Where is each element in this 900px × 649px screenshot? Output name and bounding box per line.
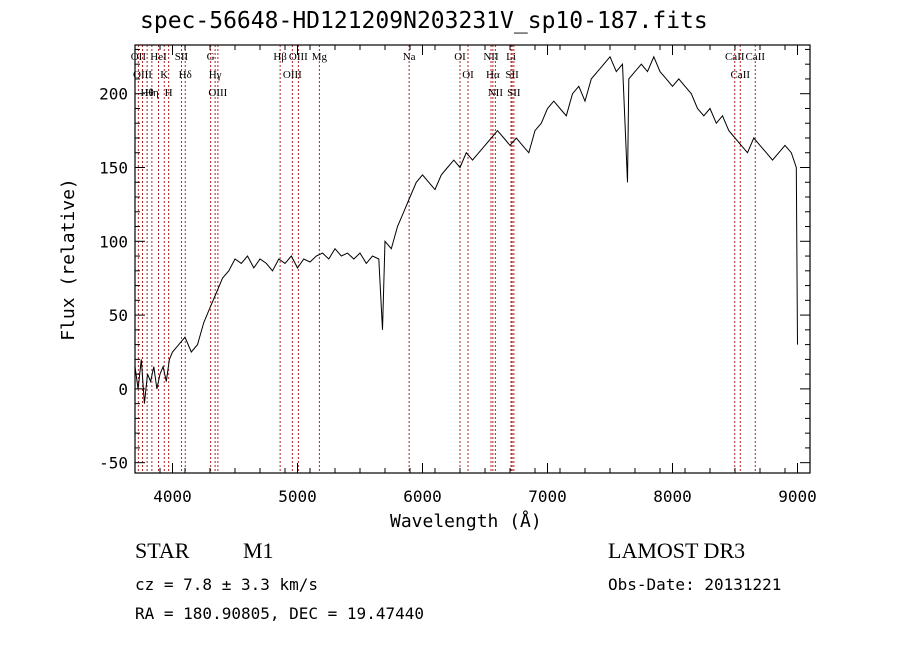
line-marker-label: K — [160, 69, 168, 81]
line-marker-label: Mg — [312, 51, 328, 63]
redshift-cz: cz = 7.8 ± 3.3 km/s — [135, 575, 319, 594]
line-marker-label: OI — [462, 69, 474, 81]
line-marker-label: Hγ — [209, 69, 222, 81]
y-tick-label: 0 — [118, 380, 128, 399]
line-marker-label: Hβ — [273, 51, 287, 63]
object-subclass: M1 — [243, 538, 274, 563]
line-marker-label: OIII — [208, 87, 227, 99]
y-tick-label: 100 — [99, 232, 128, 251]
line-marker-label: OII — [131, 51, 147, 63]
line-marker-label: Na — [403, 51, 416, 63]
line-marker-label: Hα — [486, 69, 500, 81]
line-marker-label: SII — [507, 87, 521, 99]
plot-frame — [134, 44, 811, 474]
line-marker-label: CaII — [730, 69, 750, 81]
x-tick-label: 8000 — [653, 487, 692, 506]
spectrum-line — [134, 55, 798, 404]
line-marker-label: CaII — [745, 51, 765, 63]
chart-title: spec-56648-HD121209N203231V_sp10-187.fit… — [140, 8, 708, 34]
ra-dec-coordinates: RA = 180.90805, DEC = 19.47440 — [135, 604, 424, 623]
line-markers — [137, 45, 756, 473]
line-marker-label: Hθ — [141, 87, 154, 99]
object-class: STAR — [135, 538, 190, 563]
axes: 4000 5000 6000 7000 8000 9000 -50 0 50 100 150 200 — [99, 45, 817, 506]
line-marker-label: HeI — [150, 51, 167, 63]
line-marker-label: H — [165, 87, 173, 99]
y-tick-label: 200 — [99, 85, 128, 104]
line-marker-label: OIII — [289, 51, 308, 63]
y-tick-label: -50 — [99, 454, 128, 473]
x-tick-label: 4000 — [153, 487, 192, 506]
y-axis-label: Flux (relative) — [57, 178, 79, 341]
x-tick-label: 9000 — [778, 487, 817, 506]
line-marker-label: Hδ — [179, 69, 192, 81]
line-marker-label: NII — [488, 87, 504, 99]
line-marker-label: OIII — [283, 69, 302, 81]
survey-name: LAMOST DR3 — [608, 538, 746, 563]
y-tick-label: 150 — [99, 158, 128, 177]
y-tick-label: 50 — [109, 306, 128, 325]
line-marker-label: NII — [483, 51, 499, 63]
line-marker-label: G — [207, 51, 215, 63]
line-marker-label: OI — [454, 51, 466, 63]
observation-date: Obs-Date: 20131221 — [608, 575, 782, 594]
line-marker-label: OIII — [133, 69, 152, 81]
x-tick-label: 6000 — [403, 487, 442, 506]
line-marker-label: Hη — [145, 87, 159, 99]
line-marker-label: SII — [505, 69, 519, 81]
x-tick-label: 7000 — [528, 487, 567, 506]
line-marker-label: SII — [175, 51, 189, 63]
x-tick-label: 5000 — [278, 487, 317, 506]
line-marker-label: Li — [506, 51, 516, 63]
x-axis-label: Wavelength (Å) — [390, 511, 542, 532]
line-marker-label: CaII — [725, 51, 745, 63]
